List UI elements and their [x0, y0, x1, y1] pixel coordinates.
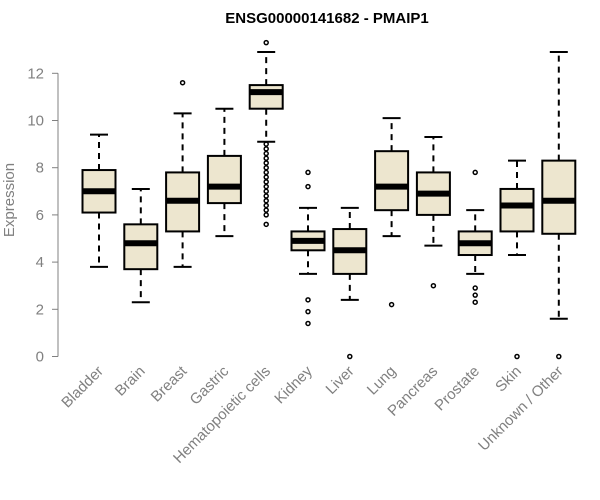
outlier-point: [305, 308, 311, 315]
iqr-box: [206, 154, 242, 205]
iqr-box: [248, 84, 284, 110]
box-kidney: [290, 169, 326, 327]
x-tick-label: Skin: [492, 363, 525, 396]
box-lung: [374, 117, 410, 308]
outlier-point: [263, 207, 269, 213]
box-liver: [332, 206, 368, 360]
outlier-point: [472, 299, 478, 305]
box-bladder: [81, 133, 117, 268]
y-tick-label: 8: [36, 160, 44, 177]
outlier-point: [263, 160, 269, 166]
outlier-point: [305, 183, 311, 190]
y-tick-label: 0: [36, 349, 44, 366]
outlier-point: [472, 292, 478, 298]
outlier-point: [263, 155, 269, 162]
box-breast: [165, 79, 201, 268]
outlier-point: [347, 353, 353, 360]
y-tick-label: 4: [36, 254, 44, 271]
chart-title: ENSG00000141682 - PMAIP1: [225, 10, 428, 27]
box-brain: [123, 187, 159, 304]
box-prostate: [457, 169, 493, 305]
x-tick-label: Prostate: [431, 363, 483, 415]
box-unknown-other: [541, 51, 577, 360]
outlier-point: [263, 197, 269, 204]
outlier-point: [263, 141, 269, 147]
outlier-point: [263, 212, 269, 218]
x-tick-label: Brain: [112, 363, 149, 400]
outlier-point: [430, 282, 437, 289]
y-axis-label: Expression: [1, 163, 18, 237]
outlier-point: [556, 353, 562, 360]
outlier-point: [305, 297, 311, 303]
outlier-point: [263, 193, 269, 199]
iqr-box: [123, 223, 159, 271]
iqr-box: [541, 159, 577, 235]
iqr-box: [374, 150, 410, 212]
outlier-point: [305, 320, 311, 327]
iqr-box: [499, 187, 535, 233]
outlier-point: [472, 169, 478, 176]
outlier-point: [472, 285, 478, 291]
box-gastric: [206, 107, 242, 238]
outlier-point: [263, 179, 269, 185]
y-tick-label: 6: [36, 207, 44, 224]
outlier-point: [263, 183, 269, 190]
outlier-point: [388, 301, 395, 308]
box-pancreas: [415, 136, 451, 289]
outlier-point: [263, 39, 269, 46]
x-tick-label: Kidney: [271, 362, 316, 407]
y-tick-label: 10: [27, 113, 44, 130]
outlier-point: [263, 202, 269, 209]
box-hematopoietic-cells: [248, 39, 284, 228]
x-tick-label: Liver: [323, 363, 358, 398]
outlier-point: [305, 169, 311, 176]
x-tick-label: Breast: [148, 362, 191, 405]
x-tick-label: Bladder: [58, 363, 107, 412]
x-tick-label: Lung: [364, 363, 400, 399]
outlier-point: [263, 169, 269, 176]
boxes-layer: [81, 39, 577, 360]
box-skin: [499, 159, 535, 360]
outlier-point: [263, 174, 269, 180]
outlier-point: [263, 188, 269, 195]
outlier-point: [263, 221, 269, 228]
outlier-point: [263, 150, 269, 157]
outlier-point: [514, 353, 520, 360]
y-axis: 0 2 4 6 8 10 12: [27, 65, 59, 366]
outlier-point: [263, 146, 269, 152]
outlier-point: [179, 79, 186, 86]
outlier-point: [263, 164, 269, 171]
y-tick-label: 12: [27, 65, 44, 82]
y-tick-label: 2: [36, 301, 44, 318]
